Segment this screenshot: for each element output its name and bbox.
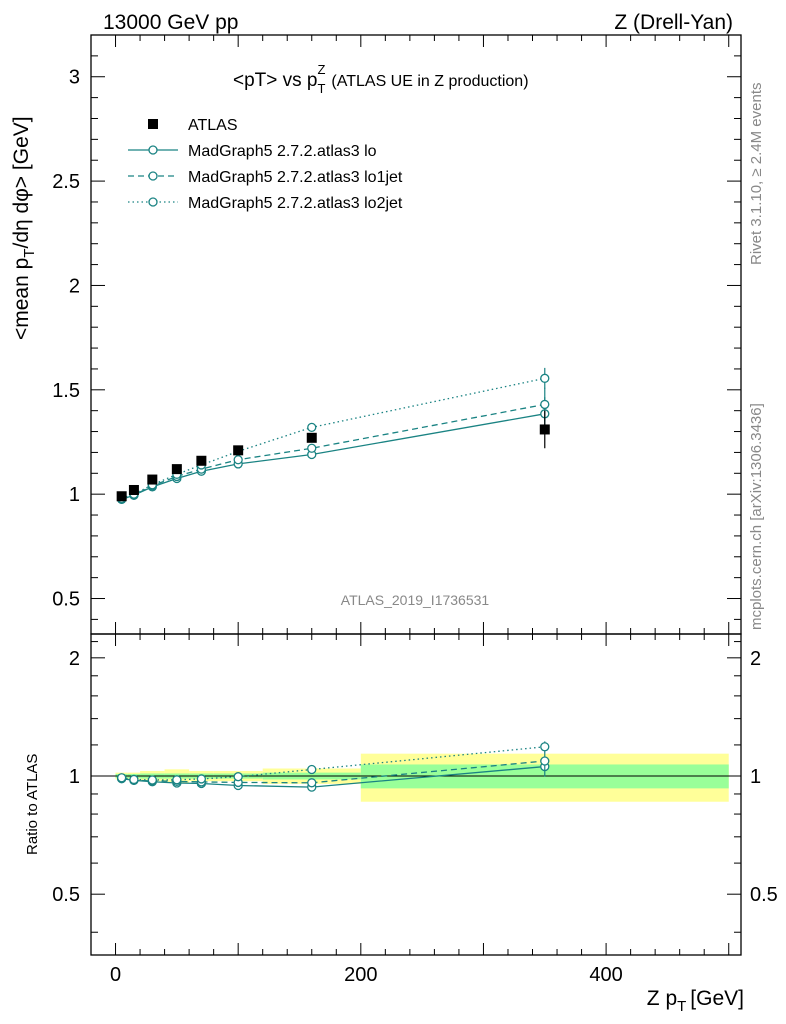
ratio-tick-label-right: 1 — [750, 766, 761, 788]
header-right: Z (Drell-Yan) — [614, 11, 733, 34]
ratio-tick-label: 2 — [69, 648, 80, 670]
analysis-watermark: ATLAS_2019_I1736531 — [341, 592, 490, 608]
y-tick-label: 2 — [69, 275, 80, 297]
legend-marker — [148, 145, 158, 155]
mcplots-label: mcplots.cern.ch [arXiv:1306.3436] — [748, 403, 765, 630]
ratio-point — [307, 764, 317, 775]
x-tick-label: 0 — [110, 964, 121, 986]
y-tick-label: 0.5 — [52, 589, 80, 611]
axis-ticks: 0 200 400 0.5 1 1.5 2 2.5 3 0.5 0.5 1 1 2 2 — [52, 34, 778, 986]
y-tick-label: 3 — [69, 67, 80, 89]
y-tick-label: 1 — [69, 484, 80, 506]
chart-title: <pT> vs pZ T (ATLAS UE in Z production) — [233, 62, 529, 96]
ratio-series-line — [121, 746, 545, 781]
legend: ATLAS MadGraph5 2.7.2.atlas3 lo MadGraph5 … — [128, 117, 403, 212]
series-layer — [116, 367, 550, 792]
series-line — [121, 403, 545, 500]
series-point — [307, 422, 317, 433]
ratio-tick-label: 0.5 — [52, 884, 80, 906]
data-point — [128, 484, 139, 495]
legend-marker — [148, 171, 158, 181]
legend-marker-data — [148, 119, 158, 129]
data-point — [233, 445, 244, 456]
ratio-plot-frame — [90, 633, 742, 956]
header-left: 13000 GeV pp — [103, 11, 238, 34]
legend-marker — [148, 197, 158, 207]
ratio-y-axis-label: Ratio to ATLAS — [24, 754, 41, 855]
data-point — [539, 424, 550, 435]
ratio-point — [117, 773, 127, 783]
series-point — [540, 399, 550, 410]
ratio-point — [540, 742, 550, 752]
ratio-tick-label-right: 2 — [750, 648, 761, 670]
legend-label-data: ATLAS — [188, 117, 238, 134]
ratio-point — [307, 778, 317, 788]
series-point — [307, 443, 317, 453]
ratio-tick-label: 1 — [69, 766, 80, 788]
x-tick-label: 400 — [589, 964, 622, 986]
ratio-tick-label-right: 0.5 — [750, 884, 778, 906]
series-point — [540, 373, 550, 383]
ratio-point — [196, 774, 207, 784]
legend-label: MadGraph5 2.7.2.atlas3 lo — [188, 143, 377, 160]
ratio-point — [147, 775, 157, 785]
ratio-point — [540, 756, 550, 766]
data-point — [147, 474, 158, 485]
x-axis-label: Z pT [GeV] — [647, 987, 744, 1015]
x-tick-label: 200 — [344, 964, 377, 986]
data-point — [116, 491, 127, 502]
data-point — [306, 432, 317, 443]
legend-label: MadGraph5 2.7.2.atlas3 lo1jet — [188, 169, 403, 186]
legend-label: MadGraph5 2.7.2.atlas3 lo2jet — [188, 195, 403, 212]
data-point — [171, 464, 182, 475]
ratio-point — [172, 775, 182, 785]
series-line — [121, 377, 545, 499]
data-point — [196, 455, 207, 466]
y-axis-label: <mean pT/dη dφ> [GeV] — [10, 116, 38, 340]
series-point — [233, 455, 243, 465]
y-tick-label: 2.5 — [52, 171, 80, 193]
ratio-point — [233, 772, 243, 782]
y-tick-label: 1.5 — [52, 380, 80, 402]
rivet-label: Rivet 3.1.10, ≥ 2.4M events — [748, 83, 765, 266]
series-line — [121, 413, 545, 500]
ratio-point — [129, 774, 139, 785]
plot-frames — [90, 34, 742, 956]
